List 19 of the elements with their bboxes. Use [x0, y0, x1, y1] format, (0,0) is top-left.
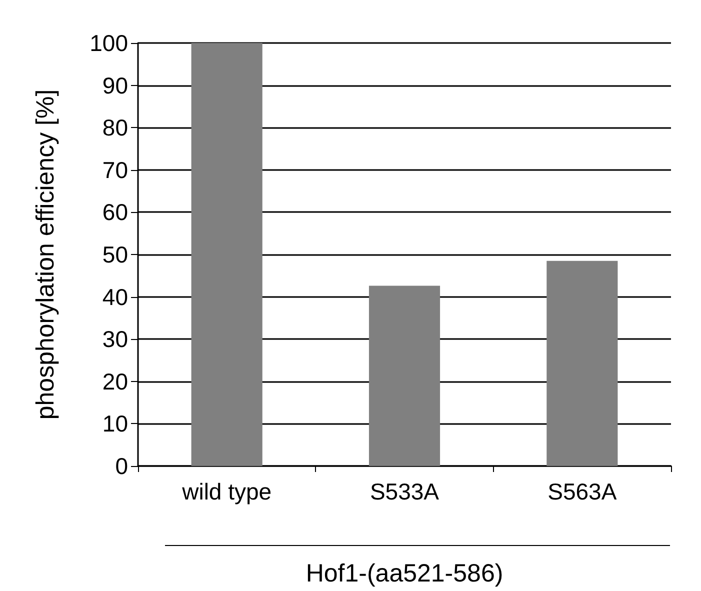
y-tick-label: 90 [102, 72, 128, 98]
y-axis-title: phosphorylation efficiency [%] [32, 89, 60, 420]
y-tick-label: 50 [102, 242, 128, 268]
x-tick-label: wild type [181, 478, 272, 504]
y-tick-label: 100 [90, 30, 128, 56]
y-tick-label: 30 [102, 326, 128, 352]
bar [546, 260, 618, 466]
bar [191, 43, 262, 466]
y-tick-label: 10 [102, 410, 128, 437]
bar [368, 286, 440, 466]
x-tick-label: S533A [370, 478, 440, 504]
y-tick-label: 20 [102, 368, 128, 394]
x-tick-label: S563A [548, 478, 618, 504]
x-axis-title: Hof1-(aa521-586) [306, 560, 504, 588]
y-tick-label: 80 [102, 114, 128, 141]
y-tick-label: 40 [102, 284, 128, 310]
y-tick-label: 60 [102, 199, 128, 226]
y-tick-label: 70 [102, 156, 128, 183]
y-tick-label: 0 [115, 453, 128, 479]
